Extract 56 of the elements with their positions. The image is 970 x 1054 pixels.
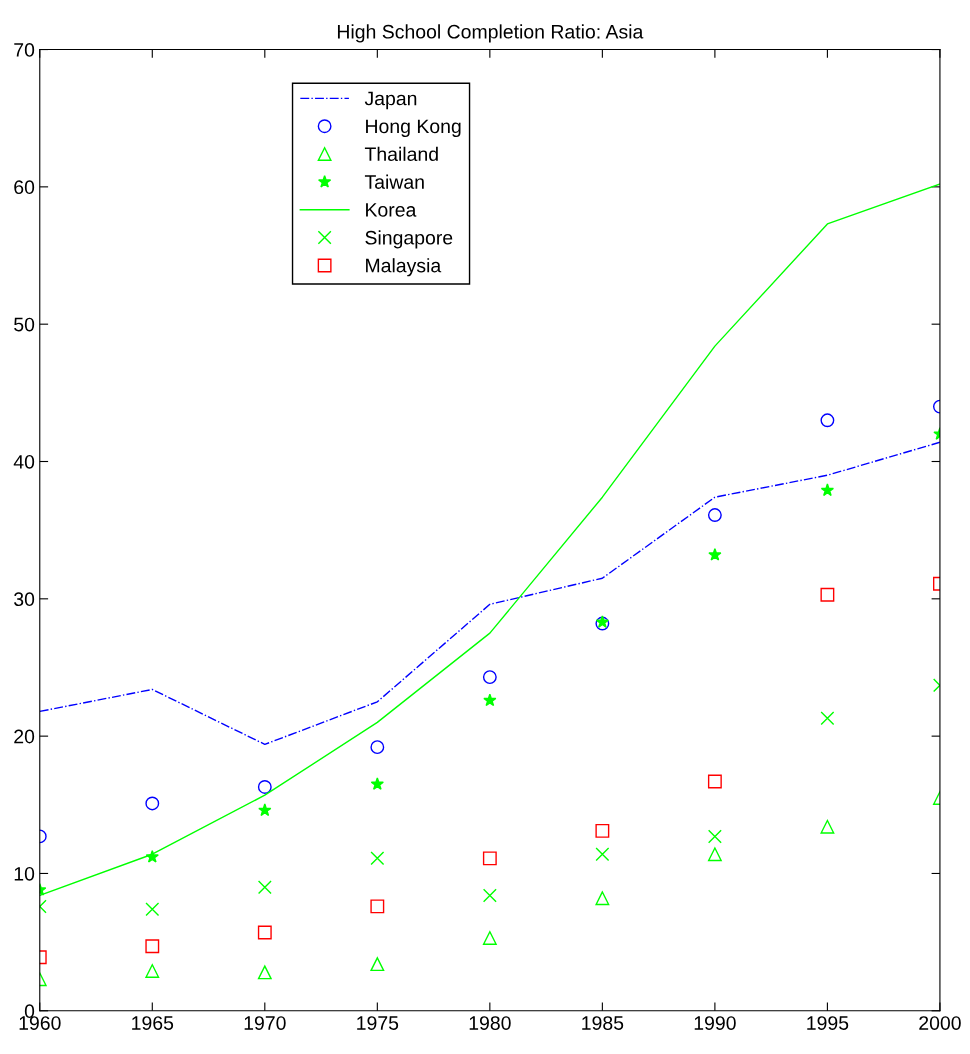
- point: [370, 777, 384, 790]
- point: [595, 847, 610, 862]
- legend-label: Thailand: [364, 146, 438, 162]
- x-tick-label: 1995: [807, 1016, 849, 1030]
- point: [482, 851, 497, 866]
- point: [482, 888, 497, 903]
- point: [257, 780, 272, 794]
- point: [595, 823, 610, 838]
- point: [257, 925, 272, 940]
- point: [258, 803, 272, 817]
- y-tick-label: 20: [14, 729, 35, 744]
- point: [707, 774, 722, 789]
- point: [370, 899, 385, 914]
- x-tick-label: 2000: [919, 1016, 961, 1030]
- legend-label: Taiwan: [364, 174, 424, 189]
- point: [820, 819, 835, 834]
- point: [707, 847, 722, 862]
- x-tick-label: 1990: [694, 1016, 736, 1030]
- point: [708, 547, 722, 561]
- point: [145, 964, 160, 978]
- line-series: [39, 441, 940, 746]
- point: [820, 587, 835, 602]
- x-tick-label: 1980: [469, 1016, 511, 1030]
- point: [370, 740, 385, 755]
- legend-label: Hong Kong: [366, 119, 461, 138]
- y-tick-label: 30: [14, 592, 35, 607]
- y-tick-label: 10: [14, 866, 35, 881]
- x-tick-label: 1985: [582, 1016, 624, 1030]
- point: [707, 508, 722, 523]
- point: [370, 851, 385, 866]
- y-tick-label: 40: [13, 454, 35, 469]
- legend-label: Japan: [364, 91, 417, 110]
- point: [483, 693, 497, 707]
- point: [145, 939, 160, 954]
- point: [595, 891, 610, 906]
- point: [145, 902, 160, 917]
- chart-title: High School Completion Ratio: Asia: [337, 24, 644, 43]
- point: [820, 711, 835, 726]
- legend-label: Korea: [366, 203, 417, 217]
- point: [707, 829, 722, 844]
- point: [257, 880, 272, 895]
- legend-label: Singapore: [365, 230, 453, 249]
- x-tick-label: 1970: [244, 1016, 286, 1030]
- point: [820, 483, 835, 497]
- point: [482, 931, 497, 945]
- point: [257, 965, 272, 980]
- point: [145, 796, 160, 811]
- x-tick-label: 1965: [132, 1016, 174, 1030]
- y-tick-label: 50: [14, 317, 35, 332]
- y-tick-label: 60: [14, 180, 35, 195]
- point: [370, 957, 385, 972]
- x-tick-label: 1975: [357, 1016, 399, 1030]
- point: [820, 413, 835, 428]
- legend-label: Malaysia: [366, 258, 442, 277]
- point: [482, 670, 497, 685]
- y-tick-label: 70: [14, 43, 35, 57]
